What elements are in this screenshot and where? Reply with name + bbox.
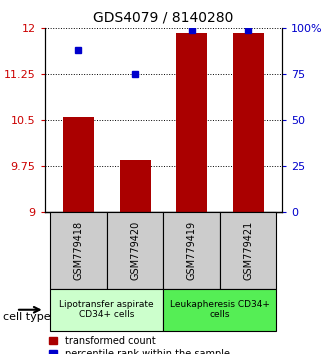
Bar (119, 160, 150, 212)
Text: GSM779419: GSM779419 (187, 221, 197, 280)
Bar (107, 212, 163, 289)
Bar (163, 289, 277, 331)
Bar (50, 289, 163, 331)
Bar (50, 212, 107, 289)
Title: GDS4079 / 8140280: GDS4079 / 8140280 (93, 10, 234, 24)
Text: Lipotransfer aspirate
CD34+ cells: Lipotransfer aspirate CD34+ cells (59, 300, 154, 319)
Text: GSM779418: GSM779418 (74, 221, 83, 280)
Bar (176, 33, 207, 212)
Text: cell type: cell type (3, 312, 51, 322)
Legend: transformed count, percentile rank within the sample: transformed count, percentile rank withi… (50, 336, 230, 354)
Bar (163, 212, 220, 289)
Bar (63, 117, 94, 212)
Text: GSM779420: GSM779420 (130, 221, 140, 280)
Bar (220, 212, 277, 289)
Text: GSM779421: GSM779421 (243, 221, 253, 280)
Text: Leukapheresis CD34+
cells: Leukapheresis CD34+ cells (170, 300, 270, 319)
Bar (233, 33, 264, 212)
